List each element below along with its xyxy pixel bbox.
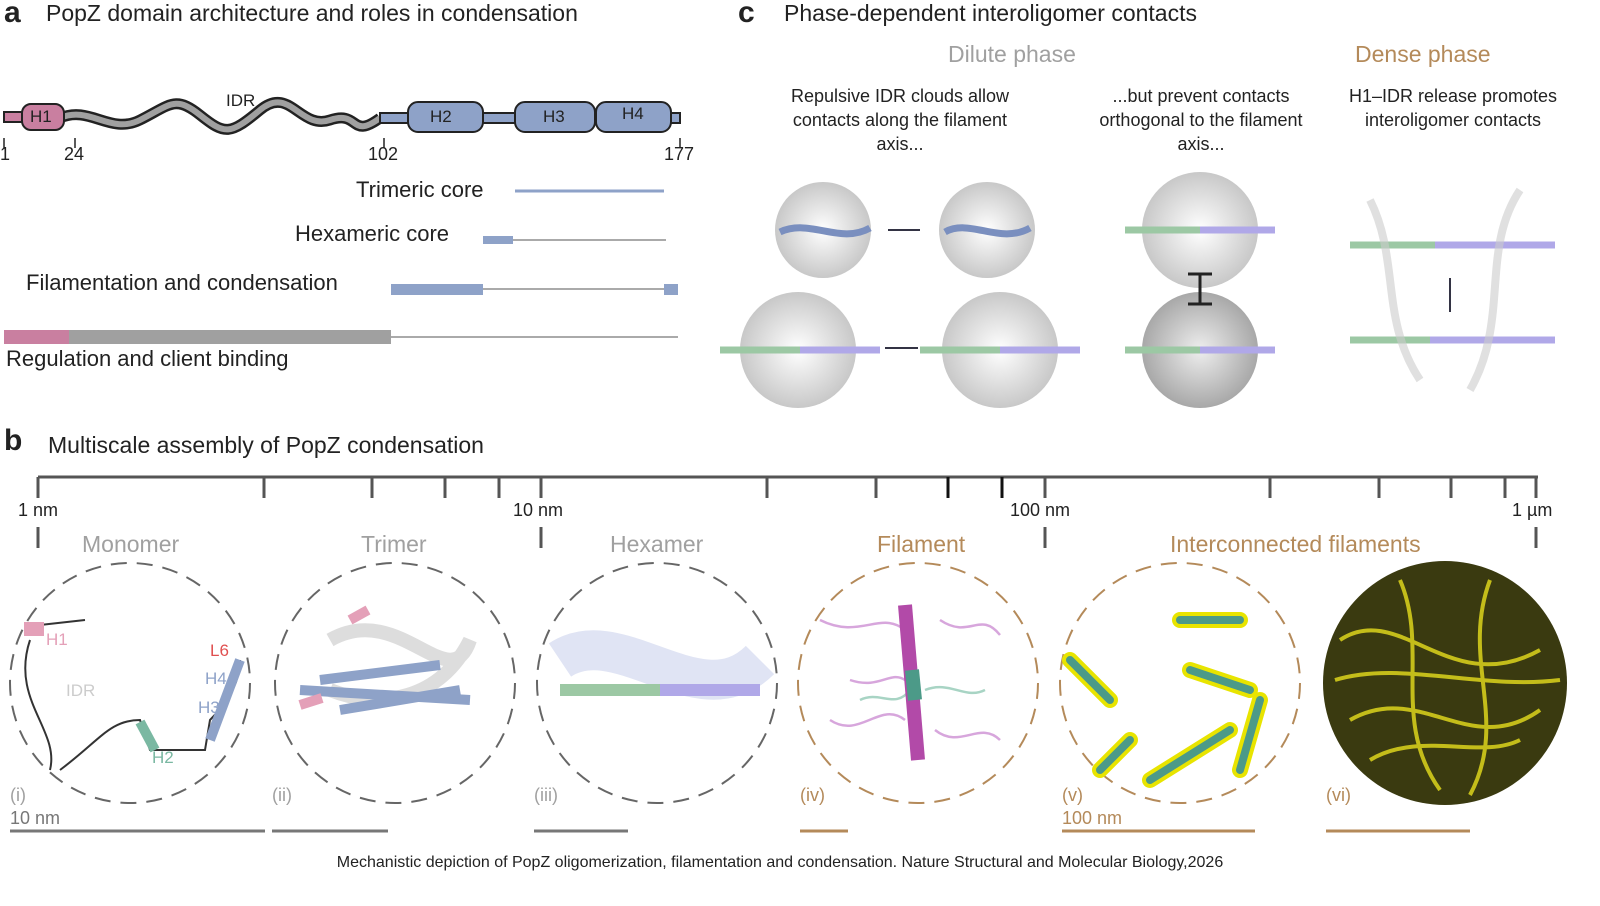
stage-trimer: Trimer: [361, 531, 427, 557]
panel-b-letter: b: [4, 424, 23, 457]
caption-axial-contacts: Repulsive IDR clouds allow contacts alon…: [790, 86, 1010, 154]
caption-h1-idr-release: H1–IDR release promotes interoligomer co…: [1348, 86, 1558, 130]
h4-label: H4: [622, 104, 644, 123]
idr-label: IDR: [226, 91, 256, 110]
h2-domain: [407, 101, 484, 133]
h1-label: H1: [30, 107, 52, 126]
role-filamentation: Filamentation and condensation: [26, 270, 338, 295]
role-regulation: Regulation and client binding: [6, 346, 289, 371]
scale-1um: 1 µm: [1512, 500, 1553, 520]
interconnected-filaments: [1062, 612, 1268, 788]
hexamer-structure: [548, 630, 775, 700]
dense-phase-label: Dense phase: [1355, 41, 1491, 67]
log-scale-axis: [36, 475, 1538, 548]
label-iii: (iii): [534, 785, 558, 805]
role-bars: [4, 189, 678, 344]
position-1: 1: [0, 144, 11, 164]
stage-circles: [9, 562, 1301, 804]
domain-architecture: [3, 97, 681, 148]
stage-hexamer: Hexamer: [610, 531, 704, 557]
stage-interconnected: Interconnected filaments: [1170, 531, 1421, 557]
monomer-l6-label: L6: [210, 641, 229, 660]
role-hexameric-core: Hexameric core: [295, 221, 450, 246]
panel-a-title: PopZ domain architecture and roles in co…: [46, 0, 578, 26]
scale-1nm: 1 nm: [18, 500, 59, 520]
scalebar-100nm-label: 100 nm: [1062, 808, 1123, 828]
label-v: (v): [1062, 785, 1083, 805]
caption-orthogonal-contacts: ...but prevent contacts orthogonal to th…: [1099, 86, 1303, 154]
panel-a-letter: a: [4, 0, 21, 29]
monomer-h1-label: H1: [46, 630, 68, 649]
dilute-phase-label: Dilute phase: [948, 41, 1076, 67]
scale-10nm: 10 nm: [513, 500, 564, 520]
monomer-h2-label: H2: [152, 748, 174, 767]
monomer-h4-label: H4: [205, 669, 227, 688]
contacts-diagram: [720, 172, 1555, 408]
panel-b-title: Multiscale assembly of PopZ condensation: [48, 432, 484, 458]
label-ii: (ii): [272, 785, 292, 805]
trimer-structure: [298, 605, 477, 715]
role-trimeric-core: Trimeric core: [356, 177, 484, 202]
monomer-h3-label: H3: [198, 698, 220, 717]
h3-label: H3: [543, 107, 565, 126]
h4-domain: [595, 101, 672, 133]
scale-100nm: 100 nm: [1010, 500, 1071, 520]
monomer-structure: [24, 619, 245, 771]
panel-c-title: Phase-dependent interoligomer contacts: [784, 0, 1197, 26]
stage-monomer: Monomer: [82, 531, 180, 557]
panel-c-letter: c: [738, 0, 755, 29]
label-i: (i): [10, 785, 26, 805]
filament-structure: [819, 604, 1001, 761]
position-24: 24: [64, 144, 85, 164]
position-177: 177: [664, 144, 695, 164]
h1-domain: [21, 103, 65, 131]
h2-label: H2: [430, 107, 452, 126]
stage-filament: Filament: [877, 531, 966, 557]
scalebar-10nm-label: 10 nm: [10, 808, 61, 828]
position-102: 102: [368, 144, 399, 164]
label-iv: (iv): [800, 785, 825, 805]
label-vi: (vi): [1326, 785, 1351, 805]
figure-caption: Mechanistic depiction of PopZ oligomeriz…: [336, 854, 1224, 871]
monomer-idr-label: IDR: [66, 681, 96, 700]
